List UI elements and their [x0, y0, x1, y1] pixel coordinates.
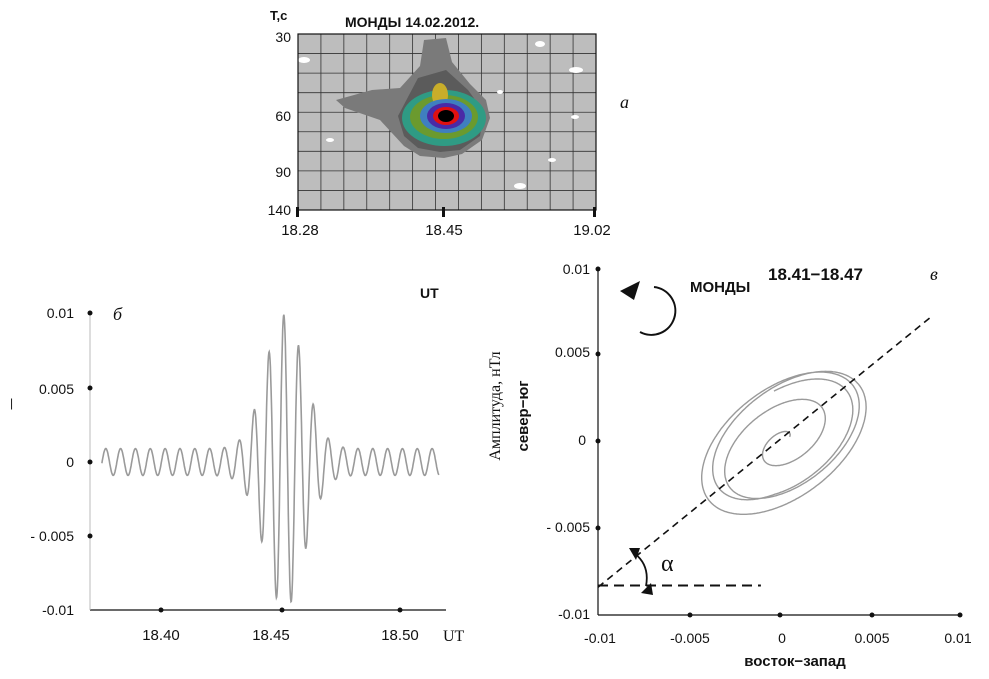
panel-v-title-time: 18.41−18.47	[768, 265, 863, 284]
panel-b-xunit: UT	[443, 628, 465, 645]
panel-a-ytick-140: 140	[268, 202, 292, 218]
panel-a-xtick-19-02: 19.02	[573, 222, 611, 239]
panel-v-xtick-dot-0	[777, 612, 783, 618]
panel-a-xtick-mark-left	[296, 207, 299, 217]
panel-b-xtick-18-50: 18.50	[381, 627, 419, 644]
panel-b-ytick-0-005: 0.005	[39, 381, 74, 397]
panel-b-ytick-dot-0	[87, 459, 93, 465]
panel-a-xtick-18-45: 18.45	[425, 222, 463, 239]
panel-a-letter: а	[620, 92, 629, 112]
panel-v: в МОНДЫ 18.41−18.47 0.01 0.005 0 - 0.005…	[487, 261, 972, 670]
polarization-axis-line	[597, 314, 934, 588]
panel-b: б UT 0.01 0.005 0 - 0.005 -0.01 18.40 18…	[30, 285, 464, 645]
panel-b-corner-label: UT	[420, 285, 439, 301]
panel-b-ytick-neg-0-005: - 0.005	[30, 528, 74, 544]
panel-v-xtick-neg-0-005: -0.005	[670, 630, 710, 646]
panel-v-ytick-neg-0-005: - 0.005	[546, 519, 590, 535]
spectrogram-peak	[438, 110, 454, 122]
panel-b-xtick-dot-18-45	[279, 607, 285, 613]
spectrogram-frame	[297, 33, 597, 211]
panel-v-ytick-dot-neg-0-005	[595, 525, 601, 531]
panel-v-letter: в	[930, 264, 938, 284]
panel-v-xtick-dot-neg-0-005	[687, 612, 693, 618]
panel-b-ytick-0-01: 0.01	[47, 305, 74, 321]
panel-v-xtick-0-005: 0.005	[854, 630, 889, 646]
panel-v-ytick-dot-0-01	[595, 266, 601, 272]
alpha-label: α	[661, 551, 674, 577]
panel-a-title: МОНДЫ 14.02.2012.	[345, 14, 479, 30]
panel-b-ytick-0: 0	[66, 454, 74, 470]
panel-v-y-ticks: 0.01 0.005 0 - 0.005 -0.01	[546, 261, 601, 622]
panel-b-letter: б	[113, 304, 123, 324]
panel-v-x-ticks: -0.01 -0.005 0 0.005 0.01	[584, 612, 972, 646]
panel-v-xtick-0-01: 0.01	[944, 630, 971, 646]
panel-v-xtick-dot-0-01	[957, 612, 963, 618]
panel-b-x-ticks: 18.40 18.45 18.50 UT	[142, 607, 465, 645]
panel-v-ylabel-axis: север−юг	[515, 380, 532, 451]
panel-b-xtick-dot-18-40	[158, 607, 164, 613]
panel-v-xlabel: восток−запад	[744, 653, 846, 670]
panel-v-ytick-neg-0-01: -0.01	[558, 606, 590, 622]
panel-b-waveform-series	[101, 314, 440, 604]
panel-a-xtick-mark-right	[593, 207, 596, 217]
panel-a-xtick-mark-mid	[442, 207, 445, 217]
alpha-angle-arc	[629, 548, 653, 595]
panel-v-title-prefix: МОНДЫ	[690, 279, 750, 296]
panel-v-ytick-dot-0-005	[595, 351, 601, 357]
spectrogram-white-specks	[298, 41, 583, 189]
panel-v-ytick-0: 0	[578, 432, 586, 448]
panel-b-ytick-dot-neg-0-005	[87, 533, 93, 539]
panel-v-ytick-0-01: 0.01	[563, 261, 590, 277]
rotation-arrow-icon	[620, 281, 677, 336]
panel-a-xtick-18-28: 18.28	[281, 222, 319, 239]
panel-a: МОНДЫ 14.02.2012. T,c а	[268, 8, 629, 239]
panel-a-ylabel: T,c	[270, 8, 287, 23]
panel-b-ytick-neg-0-01: -0.01	[42, 602, 74, 618]
panel-b-ytick-dot-0-01	[87, 310, 93, 316]
panel-v-xtick-neg-0-01: -0.01	[584, 630, 616, 646]
panel-a-x-ticks: 18.28 18.45 19.02	[281, 207, 611, 239]
panel-a-y-ticks: 30 60 90 140	[268, 29, 292, 218]
panel-b-ytick-dot-0-005	[87, 385, 93, 391]
panel-a-ytick-30: 30	[275, 29, 291, 45]
panel-v-ylabel-prefix: Амплитуда, нТл	[487, 351, 504, 460]
scan-mark: |	[10, 396, 13, 410]
panel-b-xtick-18-45: 18.45	[252, 627, 290, 644]
panel-v-xtick-dot-0-005	[869, 612, 875, 618]
panel-b-y-ticks: 0.01 0.005 0 - 0.005 -0.01	[30, 305, 93, 618]
panel-v-ytick-dot-0	[595, 438, 601, 444]
panel-v-ytick-0-005: 0.005	[555, 344, 590, 360]
panel-a-ytick-90: 90	[275, 164, 291, 180]
panel-a-ytick-60: 60	[275, 108, 291, 124]
panel-v-hodograph-series	[701, 370, 867, 515]
panel-v-xtick-0: 0	[778, 630, 786, 646]
panel-b-xtick-18-40: 18.40	[142, 627, 180, 644]
spectrogram-image	[297, 33, 597, 211]
panel-b-xtick-dot-18-50	[397, 607, 403, 613]
